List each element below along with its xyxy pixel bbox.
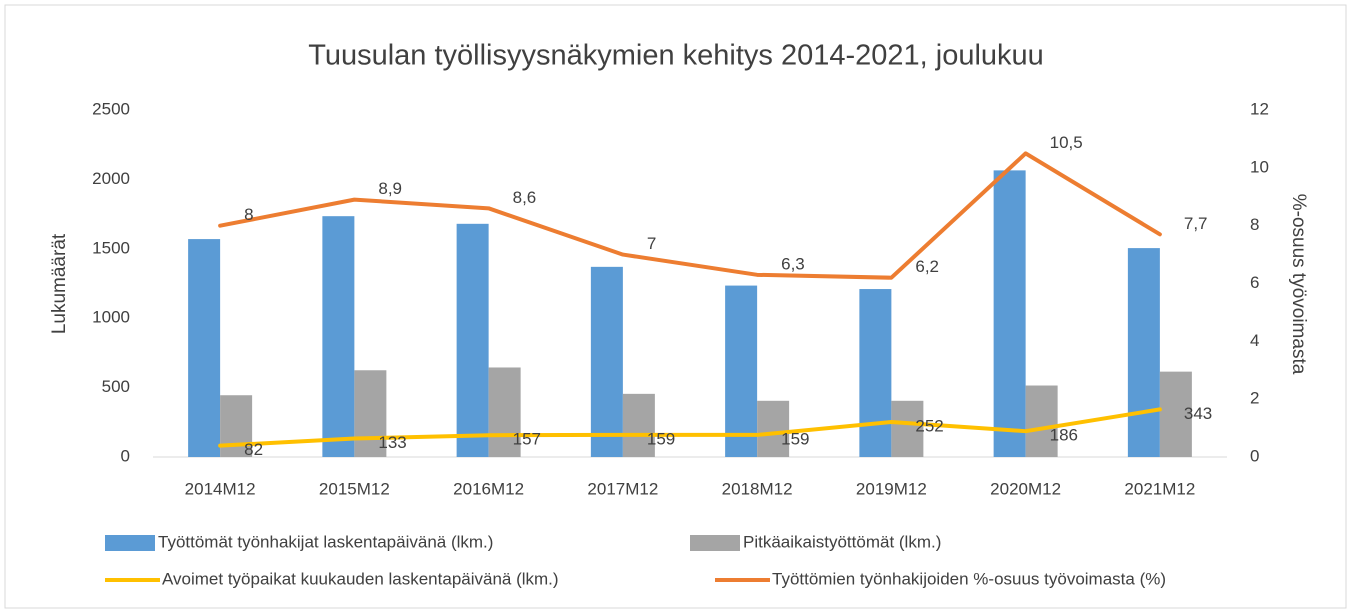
x-tick-label: 2014M12 — [185, 479, 256, 498]
y-tick-label: 1500 — [92, 238, 130, 257]
bar — [891, 400, 924, 457]
bar — [1159, 371, 1192, 457]
legend-swatch — [690, 535, 740, 551]
bar — [354, 370, 387, 457]
data-label: 159 — [781, 429, 809, 448]
x-tick-label: 2015M12 — [319, 479, 390, 498]
bar — [322, 216, 355, 457]
bar — [1025, 385, 1058, 457]
x-tick-label: 2018M12 — [722, 479, 793, 498]
legend-label: Työttömät työnhakijat laskentapäivänä (l… — [158, 532, 493, 551]
y2-tick-label: 12 — [1250, 99, 1269, 118]
bar — [488, 367, 521, 457]
bar — [590, 266, 623, 457]
bar — [1127, 248, 1160, 457]
data-label: 82 — [244, 440, 263, 459]
data-label: 8,6 — [513, 188, 537, 207]
bar — [859, 289, 892, 457]
data-label: 157 — [513, 430, 541, 449]
y2-tick-label: 4 — [1250, 331, 1259, 350]
chart-title: Tuusulan työllisyysnäkymien kehitys 2014… — [308, 40, 1044, 72]
x-tick-label: 2017M12 — [587, 479, 658, 498]
y2-axis-label: %-osuus työvoimasta — [1288, 194, 1309, 375]
bar — [993, 170, 1026, 458]
y-tick-label: 0 — [121, 446, 130, 465]
line — [218, 407, 1162, 448]
y-tick-label: 1000 — [92, 308, 130, 327]
bar — [622, 393, 655, 457]
y2-tick-label: 0 — [1250, 446, 1259, 465]
bar — [757, 400, 790, 457]
x-tick-label: 2019M12 — [856, 479, 927, 498]
data-label: 8 — [244, 205, 253, 224]
y-tick-label: 2500 — [92, 99, 130, 118]
y-axis-label: Lukumäärät — [49, 233, 70, 334]
y2-tick-label: 6 — [1250, 273, 1259, 292]
x-tick-label: 2021M12 — [1124, 479, 1195, 498]
legend-label: Pitkäaikaistyöttömät (lkm.) — [743, 532, 941, 551]
y-tick-label: 500 — [102, 377, 130, 396]
y2-tick-label: 8 — [1250, 215, 1259, 234]
data-label: 159 — [647, 429, 675, 448]
data-label: 8,9 — [378, 179, 402, 198]
y-tick-label: 2000 — [92, 169, 130, 188]
data-label: 7,7 — [1184, 214, 1208, 233]
chart-border — [4, 4, 1347, 609]
legend-swatch — [105, 535, 155, 551]
bar — [725, 285, 758, 457]
data-label: 252 — [915, 417, 943, 436]
bar — [456, 223, 489, 457]
legend-label: Avoimet työpaikat kuukauden laskentapäiv… — [162, 569, 559, 588]
data-label: 6,3 — [781, 254, 805, 273]
line — [218, 151, 1162, 280]
data-label: 10,5 — [1050, 133, 1083, 152]
y2-tick-label: 10 — [1250, 157, 1269, 176]
x-tick-label: 2016M12 — [453, 479, 524, 498]
data-label: 6,2 — [915, 257, 939, 276]
legend-label: Työttömien työnhakijoiden %-osuus työvoi… — [772, 569, 1166, 588]
y2-tick-label: 2 — [1250, 389, 1259, 408]
x-tick-label: 2020M12 — [990, 479, 1061, 498]
data-label: 186 — [1050, 426, 1078, 445]
bar — [188, 239, 221, 457]
data-label: 133 — [378, 433, 406, 452]
data-label: 343 — [1184, 404, 1212, 423]
data-label: 7 — [647, 234, 656, 253]
